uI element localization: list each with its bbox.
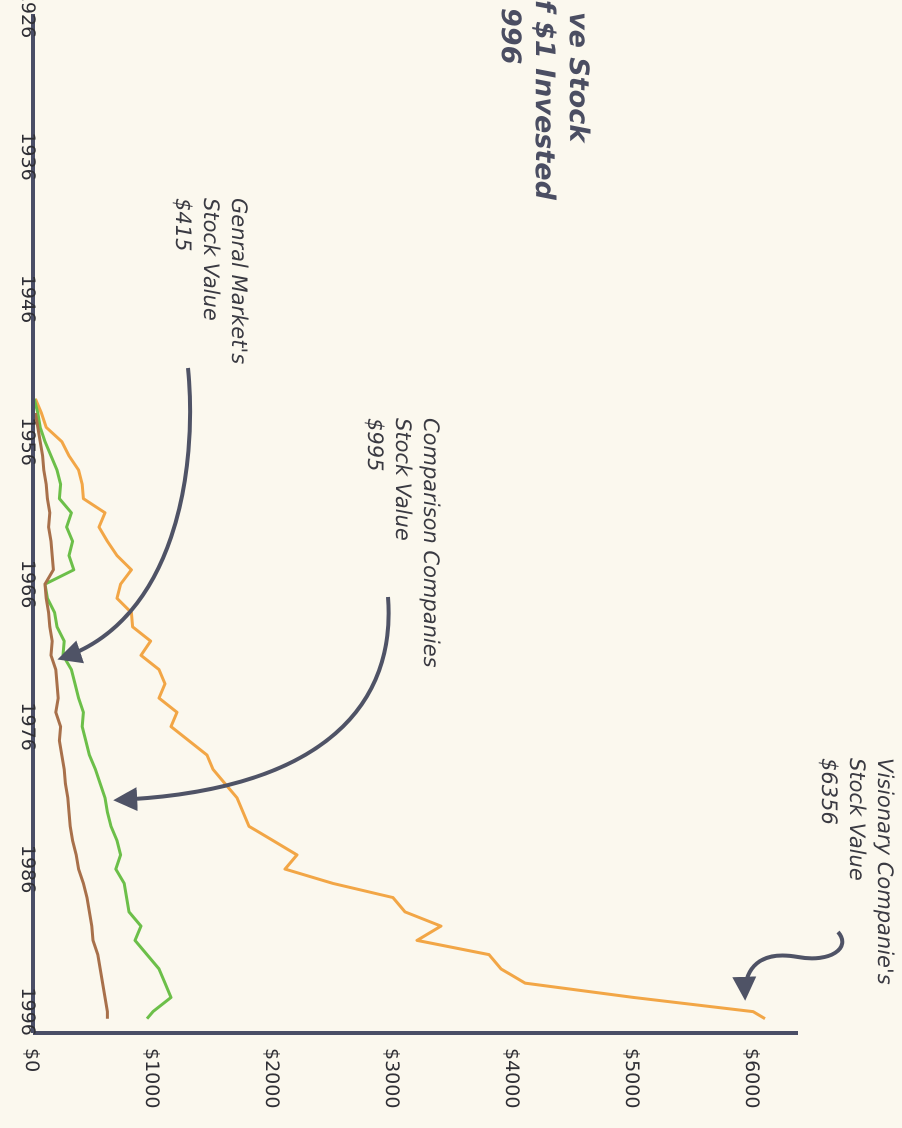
- annotation-comparison-line-3: $995: [363, 418, 387, 471]
- annotation-comparison: Comparison Companies Stock Value $995: [363, 418, 443, 668]
- annotation-visionary-line-1: Visionary Companie's: [873, 758, 897, 985]
- value-tick-label: $3000: [381, 1048, 403, 1108]
- annotation-comparison-line-1: Comparison Companies: [419, 418, 443, 668]
- annotation-general: Genral Market's Stock Value $415: [171, 198, 251, 364]
- title-line-1: ve Stock: [563, 12, 594, 144]
- year-tick-label: 1926: [17, 0, 39, 38]
- value-tick-label: $2000: [261, 1048, 283, 1108]
- arrow-comparison: [113, 596, 391, 812]
- value-tick-label: $6000: [741, 1048, 763, 1108]
- year-tick-label: 1976: [17, 702, 39, 750]
- year-tick-label: 1956: [17, 417, 39, 465]
- title-line-2: f $1 Invested: [529, 0, 560, 201]
- year-tick-label: 1936: [17, 132, 39, 180]
- series-line-visionary: [34, 398, 766, 1020]
- series-line-general: [33, 412, 109, 1019]
- year-tick-label: 1966: [17, 560, 39, 608]
- annotation-visionary-line-3: $6356: [817, 758, 841, 825]
- value-tick-label: $5000: [621, 1048, 643, 1108]
- year-tick-label: 1986: [17, 845, 39, 893]
- annotation-comparison-line-2: Stock Value: [391, 418, 415, 541]
- year-tick-label: 1946: [17, 275, 39, 323]
- annotation-general-line-2: Stock Value: [199, 198, 223, 321]
- value-tick-label: $1000: [141, 1048, 163, 1108]
- year-tick-label: 1996: [17, 987, 39, 1035]
- series-layer: [32, 398, 766, 1020]
- annotation-visionary: Visionary Companie's Stock Value $6356: [817, 758, 897, 985]
- value-tick-labels: $0 $1000 $2000 $3000 $4000 $5000 $6000: [21, 1048, 763, 1108]
- annotation-general-line-3: $415: [171, 198, 195, 251]
- value-tick-label: $4000: [501, 1048, 523, 1108]
- annotation-visionary-line-2: Stock Value: [845, 758, 869, 881]
- value-tick-label: $0: [21, 1048, 43, 1072]
- series-line-comparison: [32, 398, 173, 1020]
- title-line-3: 996: [495, 8, 526, 64]
- annotation-general-line-1: Genral Market's: [227, 198, 251, 364]
- arrow-general: [57, 367, 193, 664]
- year-tick-labels: 1926 1936 1946 1956 1966 1976 1986 1996: [17, 0, 39, 1036]
- arrow-visionary: [732, 930, 845, 1001]
- chart-title: ve Stock f $1 Invested 996: [495, 0, 594, 201]
